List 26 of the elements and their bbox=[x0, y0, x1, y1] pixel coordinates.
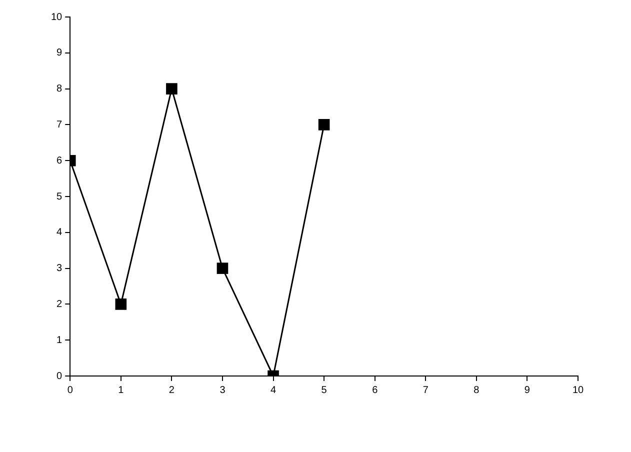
point bbox=[216, 262, 228, 274]
point bbox=[318, 119, 330, 130]
y-tick-label: 2 bbox=[56, 298, 63, 310]
y-tick-label: 5 bbox=[56, 191, 63, 202]
x-tick-label: 8 bbox=[474, 384, 480, 396]
x-tick-label: 2 bbox=[168, 384, 175, 396]
y-tick-label: 6 bbox=[56, 155, 63, 166]
x-tick-label: 1 bbox=[118, 384, 124, 396]
y-tick-label: 9 bbox=[56, 48, 63, 59]
x-tick-label: 4 bbox=[270, 384, 276, 396]
point bbox=[166, 83, 178, 94]
y-tick-label: 10 bbox=[51, 12, 63, 23]
x-tick-label: 3 bbox=[220, 384, 226, 396]
y-tick-label: 7 bbox=[56, 119, 63, 130]
x-tick-label: 0 bbox=[67, 384, 74, 396]
x-tick-label: 10 bbox=[572, 384, 584, 396]
x-tick-label: 6 bbox=[372, 384, 378, 396]
y-tick-label: 8 bbox=[56, 84, 63, 95]
y-tick-label: 4 bbox=[56, 227, 63, 238]
x-tick-label: 9 bbox=[524, 384, 530, 396]
y-tick-label: 0 bbox=[56, 370, 63, 382]
y-tick-label: 1 bbox=[56, 334, 63, 346]
x-tick-label: 7 bbox=[422, 384, 429, 396]
y-tick-label: 3 bbox=[56, 263, 63, 274]
point bbox=[115, 298, 127, 310]
x-tick-label: 5 bbox=[321, 384, 328, 396]
